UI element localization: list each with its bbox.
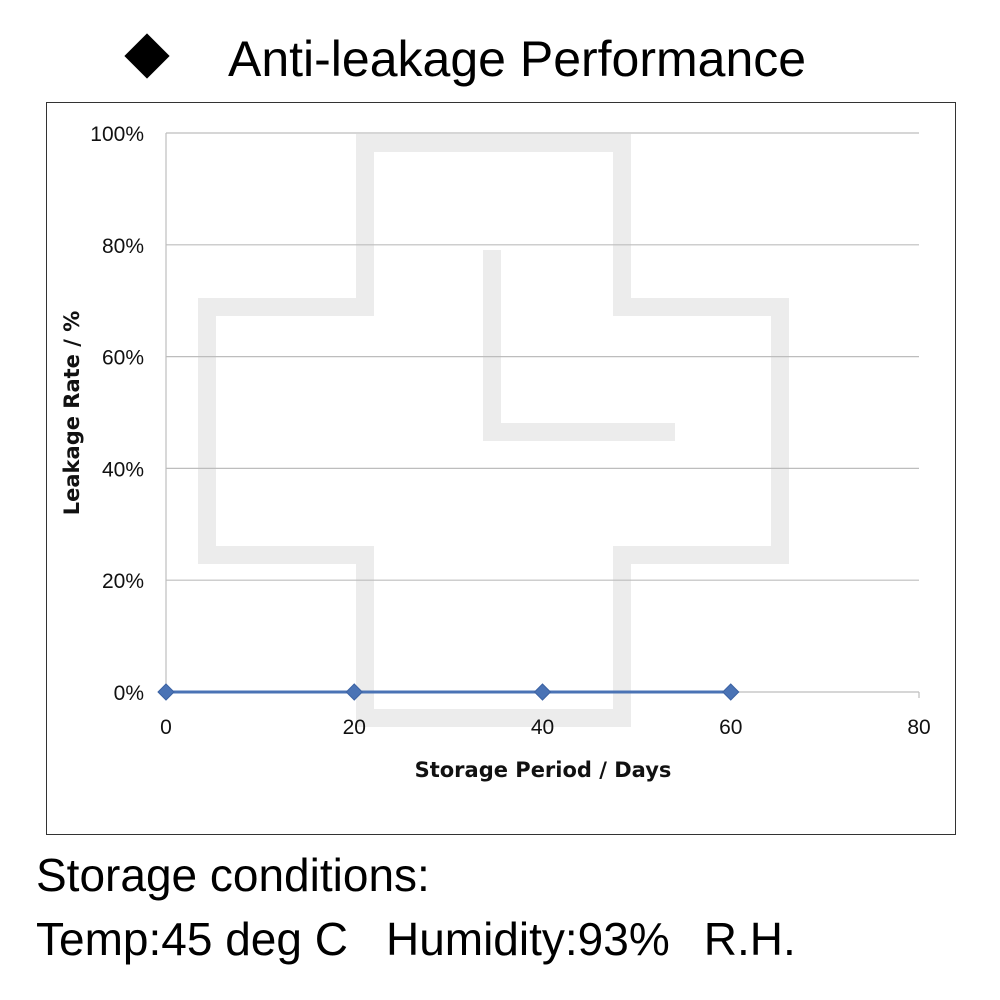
chart-header: Anti-leakage Performance bbox=[0, 18, 1000, 98]
x-tick-labels: 0 20 40 60 80 bbox=[160, 716, 931, 739]
y-tick-label: 100% bbox=[90, 123, 144, 146]
y-tick-label: 60% bbox=[102, 347, 144, 370]
y-tick-label: 80% bbox=[102, 235, 144, 258]
data-point-marker bbox=[157, 683, 175, 701]
data-series bbox=[157, 683, 740, 701]
x-tick-label: 40 bbox=[531, 716, 554, 739]
y-tick-labels: 0% 20% 40% 60% 80% 100% bbox=[90, 123, 144, 705]
chart-title: Anti-leakage Performance bbox=[228, 31, 807, 87]
humidity-condition: Humidity:93% bbox=[385, 913, 670, 965]
y-tick-label: 0% bbox=[114, 682, 144, 705]
gridlines bbox=[166, 132, 919, 581]
data-point-marker bbox=[533, 683, 552, 701]
storage-conditions: Storage conditions: Temp:45 deg C Humidit… bbox=[36, 843, 976, 971]
x-axis-label: Storage Period / Days bbox=[415, 758, 672, 782]
temperature-condition: Temp:45 deg C bbox=[36, 913, 348, 965]
conditions-heading: Storage conditions: bbox=[36, 849, 430, 901]
x-tick-label: 0 bbox=[160, 716, 172, 739]
y-tick-label: 20% bbox=[102, 570, 144, 593]
y-tick-label: 40% bbox=[102, 458, 144, 481]
axes bbox=[165, 133, 920, 698]
x-tick-label: 80 bbox=[907, 716, 930, 739]
watermark-cross-logo bbox=[198, 134, 789, 727]
data-point-marker bbox=[722, 683, 740, 701]
rh-label: R.H. bbox=[703, 913, 796, 965]
x-tick-label: 60 bbox=[719, 716, 742, 739]
y-axis-label: Leakage Rate / % bbox=[60, 311, 84, 515]
x-tick-label: 20 bbox=[343, 716, 366, 739]
data-point-marker bbox=[345, 683, 363, 701]
